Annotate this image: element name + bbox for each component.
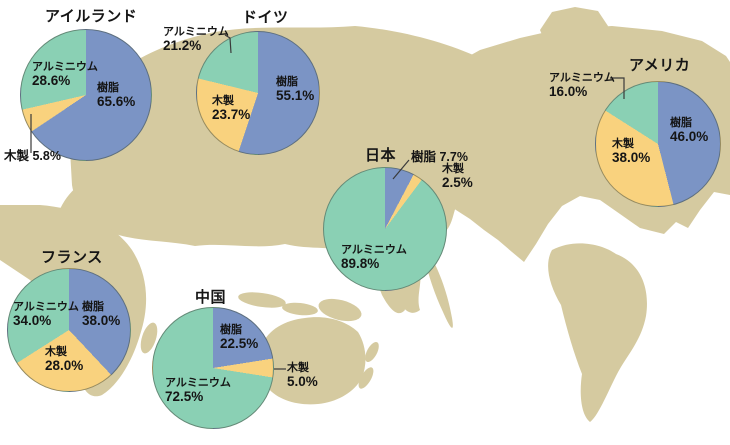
country-title-japan: 日本 xyxy=(365,147,397,164)
slice-name-china-wood: 木製 xyxy=(287,362,309,374)
slice-label-france-wood: 木製 28.0% xyxy=(45,346,83,373)
landmass-new-zealand-south xyxy=(358,367,374,389)
country-title-china: 中国 xyxy=(195,289,227,306)
slice-percent-france-wood: 28.0% xyxy=(45,358,84,374)
slice-percent-germany-aluminum: 21.2% xyxy=(163,38,202,54)
slice-percent-america-resin: 46.0% xyxy=(670,129,709,145)
country-title-ireland: アイルランド xyxy=(45,8,138,25)
landmass-indonesia-2 xyxy=(282,302,318,316)
slice-label-japan-wood: 木製 2.5% xyxy=(442,163,473,190)
slice-percent-china-aluminum: 72.5% xyxy=(165,389,204,405)
slice-name-japan-aluminum: アルミニウム xyxy=(341,244,407,256)
slice-name-america-resin: 樹脂 xyxy=(670,117,692,129)
landmass-south-america xyxy=(548,243,647,422)
slice-name-china-resin: 樹脂 xyxy=(220,324,242,336)
slice-label-america-wood: 木製 38.0% xyxy=(612,138,650,165)
pie-chart-france xyxy=(7,268,131,392)
slice-label-germany-wood: 木製 23.7% xyxy=(212,95,250,122)
slice-label-ireland-resin: 樹脂 65.6% xyxy=(97,82,135,109)
slice-name-france-resin: 樹脂 xyxy=(82,301,104,313)
slice-percent-france-resin: 38.0% xyxy=(82,313,121,329)
slice-name-ireland-aluminum: アルミニウム xyxy=(32,61,98,73)
slice-percent-china-resin: 22.5% xyxy=(220,336,259,352)
slice-label-germany-resin: 樹脂 55.1% xyxy=(276,76,314,103)
slice-name-germany-resin: 樹脂 xyxy=(276,76,298,88)
landmass-new-guinea xyxy=(318,298,362,322)
country-title-france: フランス xyxy=(41,249,103,266)
slice-name-ireland-resin: 樹脂 xyxy=(97,82,119,94)
slice-percent-ireland-aluminum: 28.6% xyxy=(32,73,71,89)
slice-percent-germany-wood: 23.7% xyxy=(212,107,251,123)
slice-name-france-wood: 木製 xyxy=(45,346,67,358)
landmass-southeast-asia xyxy=(424,255,453,328)
slice-label-japan-aluminum: アルミニウム 89.8% xyxy=(341,244,407,271)
pie-chart-ireland xyxy=(20,29,152,161)
landmass-new-zealand-north xyxy=(365,342,379,362)
slice-percent-france-aluminum: 34.0% xyxy=(13,313,52,329)
slice-percent-japan-wood: 2.5% xyxy=(442,175,473,191)
landmass-madagascar xyxy=(140,322,158,354)
slice-percent-ireland-resin: 65.6% xyxy=(97,94,136,110)
slice-name-america-aluminum: アルミニウム xyxy=(549,72,615,84)
slice-percent-germany-resin: 55.1% xyxy=(276,88,315,104)
slice-label-ireland-wood: 木製 5.8% xyxy=(4,149,61,163)
slice-percent-japan-aluminum: 89.8% xyxy=(341,256,380,272)
slice-label-china-resin: 樹脂 22.5% xyxy=(220,324,258,351)
slice-label-france-aluminum: アルミニウム 34.0% xyxy=(13,301,79,328)
landmass-europe xyxy=(55,145,210,233)
slice-name-france-aluminum: アルミニウム xyxy=(13,301,79,313)
slice-label-america-resin: 樹脂 46.0% xyxy=(670,117,708,144)
landmass-australia xyxy=(258,317,366,405)
slice-label-japan-resin: 樹脂 7.7% xyxy=(411,150,468,164)
pie-chart-america xyxy=(595,81,721,207)
landmass-indonesia-1 xyxy=(238,292,286,308)
slice-label-france-resin: 樹脂 38.0% xyxy=(82,301,120,328)
slice-label-china-wood: 木製 5.0% xyxy=(287,362,318,389)
pie-chart-china xyxy=(152,307,274,429)
slice-label-germany-aluminum: アルミニウム 21.2% xyxy=(163,26,229,53)
slice-percent-china-wood: 5.0% xyxy=(287,374,318,390)
pie-chart-japan xyxy=(323,167,447,291)
slice-name-japan-wood: 木製 xyxy=(442,163,464,175)
slice-label-america-aluminum: アルミニウム 16.0% xyxy=(549,72,615,99)
slice-name-america-wood: 木製 xyxy=(612,138,634,150)
pie-chart-germany xyxy=(196,31,320,155)
country-title-germany: ドイツ xyxy=(242,9,289,26)
country-title-america: アメリカ xyxy=(629,57,691,74)
slice-percent-america-aluminum: 16.0% xyxy=(549,84,588,100)
slice-label-china-aluminum: アルミニウム 72.5% xyxy=(165,377,231,404)
slice-label-ireland-aluminum: アルミニウム 28.6% xyxy=(32,61,98,88)
slice-name-germany-aluminum: アルミニウム xyxy=(163,26,229,38)
slice-name-germany-wood: 木製 xyxy=(212,95,234,107)
slice-percent-america-wood: 38.0% xyxy=(612,150,651,166)
slice-name-china-aluminum: アルミニウム xyxy=(165,377,231,389)
